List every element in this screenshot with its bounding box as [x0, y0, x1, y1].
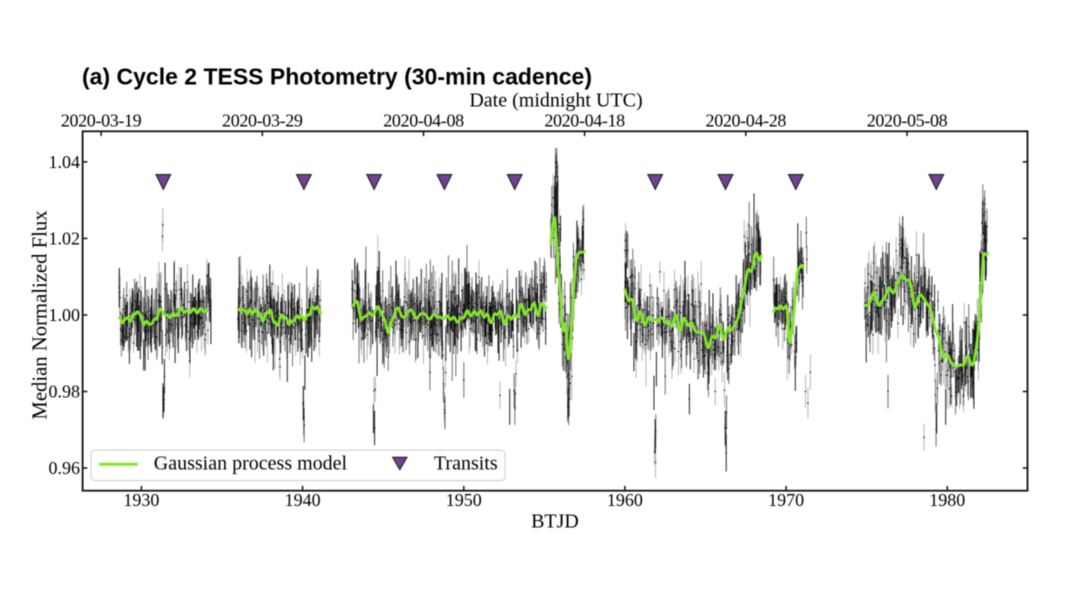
svg-text:1980: 1980	[929, 490, 965, 510]
svg-text:1960: 1960	[607, 490, 643, 510]
svg-text:2020-04-08: 2020-04-08	[383, 110, 464, 130]
svg-text:2020-03-19: 2020-03-19	[61, 110, 142, 130]
svg-text:1940: 1940	[285, 490, 321, 510]
svg-text:2020-04-18: 2020-04-18	[544, 110, 625, 130]
svg-text:Median Normalized Flux: Median Normalized Flux	[30, 210, 52, 420]
svg-text:(a) Cycle 2 TESS Photometry (3: (a) Cycle 2 TESS Photometry (30-min cade…	[82, 63, 592, 89]
svg-text:Date (midnight UTC): Date (midnight UTC)	[469, 90, 642, 112]
svg-text:0.96: 0.96	[49, 458, 81, 478]
svg-text:BTJD: BTJD	[531, 511, 579, 533]
svg-text:1.00: 1.00	[49, 305, 81, 325]
svg-text:Transits: Transits	[434, 453, 498, 475]
svg-text:Gaussian process model: Gaussian process model	[154, 453, 348, 475]
svg-text:1.04: 1.04	[49, 152, 81, 172]
svg-text:2020-04-28: 2020-04-28	[706, 110, 787, 130]
svg-text:2020-05-08: 2020-05-08	[867, 110, 948, 130]
svg-text:1.02: 1.02	[49, 229, 81, 249]
svg-text:2020-03-29: 2020-03-29	[222, 110, 303, 130]
svg-text:1950: 1950	[446, 490, 482, 510]
svg-text:1930: 1930	[123, 490, 159, 510]
svg-text:0.98: 0.98	[49, 382, 81, 402]
svg-text:1970: 1970	[768, 490, 804, 510]
